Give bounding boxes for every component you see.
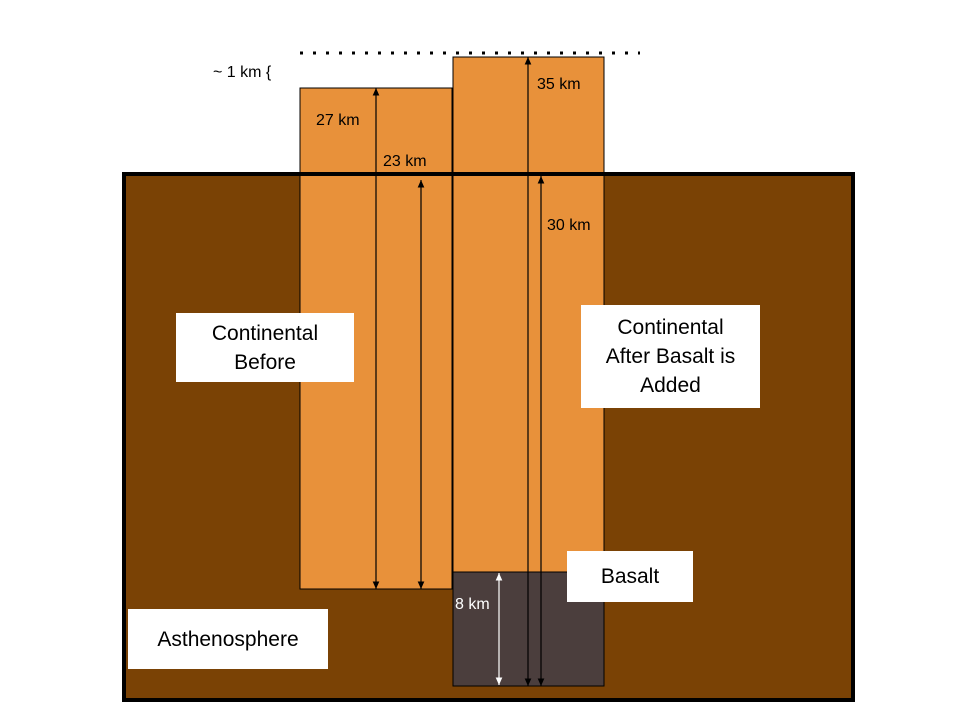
continental-after-label: Continental After Basalt is Added — [581, 305, 760, 408]
label-30km: 30 km — [547, 217, 591, 234]
continental-after-line3: Added — [640, 374, 701, 397]
basalt-label: Basalt — [567, 551, 693, 602]
label-approx-1km: ~ 1 km { — [213, 64, 272, 81]
asthenosphere-label: Asthenosphere — [128, 609, 328, 669]
continental-after-line2: After Basalt is — [605, 345, 736, 368]
continental-before-line2: Before — [234, 350, 296, 374]
continental-before-line1: Continental — [211, 321, 319, 345]
continental-before-label: Continental Before — [176, 313, 354, 382]
label-23km: 23 km — [383, 153, 427, 170]
label-27km: 27 km — [316, 112, 360, 129]
continental-after-line1: Continental — [617, 316, 724, 339]
label-35km: 35 km — [537, 76, 581, 93]
label-8km: 8 km — [455, 596, 490, 613]
